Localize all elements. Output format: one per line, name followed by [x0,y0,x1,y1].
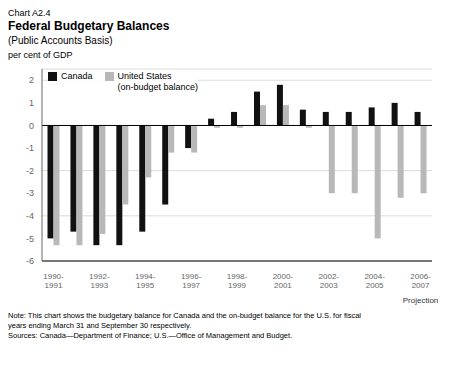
html-text:(Public Accounts Basis): (Public Accounts Basis) [8,35,113,46]
svg-text:1998-1999: 1998-1999 [227,272,248,290]
svg-text:2000-2001: 2000-2001 [273,272,294,290]
svg-text:1990-1991: 1990-1991 [43,272,64,290]
html-text:Sources: Canada—Department of: Sources: Canada—Department of Finance; U… [8,331,293,340]
html-text:per cent of GDP: per cent of GDP [8,50,73,60]
svg-text:0: 0 [29,121,34,131]
svg-text:1994-1995: 1994-1995 [135,272,156,290]
svg-text:2002-2003: 2002-2003 [319,272,340,290]
svg-text:2006-2007: 2006-2007 [410,272,431,290]
svg-text:2: 2 [29,75,34,85]
svg-text:2004-2005: 2004-2005 [364,272,385,290]
svg-text:1: 1 [29,98,34,108]
html-text:Chart A2.4: Chart A2.4 [8,8,51,18]
svg-text:Projection: Projection [403,296,439,305]
html-text:years ending March 31 and Sept: years ending March 31 and September 30 r… [8,321,192,330]
html-text:Federal Budgetary Balances: Federal Budgetary Balances [8,19,170,33]
svg-text:1996-1997: 1996-1997 [181,272,202,290]
svg-text:-1: -1 [26,143,34,153]
svg-text:-3: -3 [26,188,34,198]
html-text:Note: This chart shows the bud: Note: This chart shows the budgetary bal… [8,311,361,320]
html-text:United States: United States [117,71,172,81]
svg-text:-4: -4 [26,211,34,221]
svg-text:-2: -2 [26,166,34,176]
html-text:Canada: Canada [61,71,93,81]
svg-text:-6: -6 [26,256,34,266]
html-text:(on-budget balance): (on-budget balance) [117,82,199,92]
svg-text:1992-1993: 1992-1993 [89,272,110,290]
svg-text:-5: -5 [26,234,34,244]
